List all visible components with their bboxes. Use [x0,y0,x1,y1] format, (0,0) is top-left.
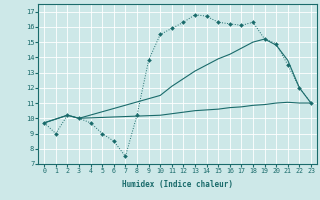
X-axis label: Humidex (Indice chaleur): Humidex (Indice chaleur) [122,180,233,189]
